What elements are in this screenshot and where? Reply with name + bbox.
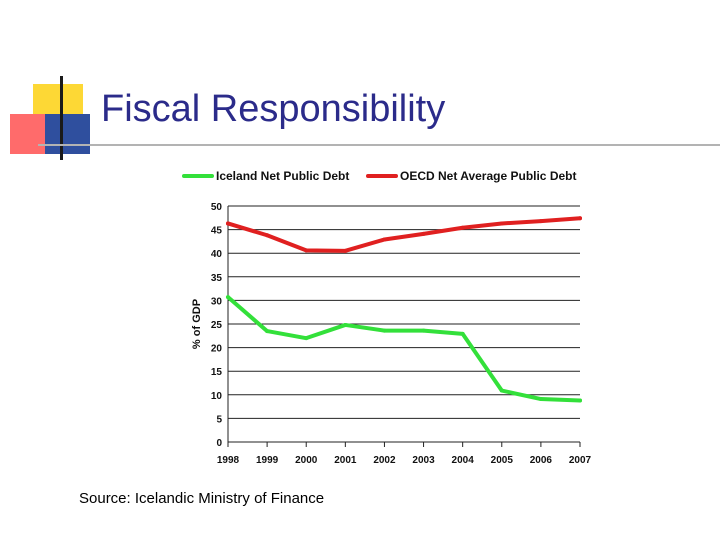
data-point	[578, 398, 582, 403]
data-point	[265, 233, 270, 238]
data-point	[499, 388, 504, 393]
y-tick-label: 15	[211, 367, 223, 378]
data-point	[304, 248, 309, 253]
data-point	[343, 248, 348, 253]
decor-blue-square	[45, 114, 90, 154]
x-tick-label: 2007	[569, 455, 592, 466]
y-axis-label: % of GDP	[191, 299, 203, 349]
x-tick-label: 1999	[256, 455, 279, 466]
x-tick-label: 2002	[373, 455, 396, 466]
data-point	[421, 328, 426, 333]
data-point	[265, 329, 270, 334]
x-tick-label: 2006	[530, 455, 553, 466]
x-tick-label: 2003	[412, 455, 435, 466]
slide-title: Fiscal Responsibility	[101, 88, 446, 130]
title-underline	[38, 144, 720, 146]
legend-label: OECD Net Average Public Debt	[400, 169, 576, 183]
data-point	[499, 221, 504, 226]
legend-label: Iceland Net Public Debt	[216, 169, 349, 183]
x-tick-label: 2000	[295, 455, 318, 466]
data-point	[343, 322, 348, 327]
decor-red-square	[10, 114, 50, 154]
y-tick-label: 25	[211, 320, 223, 331]
data-point	[460, 225, 465, 230]
data-point	[226, 295, 230, 300]
y-tick-label: 10	[211, 391, 223, 402]
y-tick-label: 30	[211, 296, 223, 307]
y-tick-label: 20	[211, 344, 223, 355]
decor-vertical-line	[60, 76, 63, 160]
data-point	[304, 336, 309, 341]
series-line-2	[226, 216, 582, 253]
x-tick-label: 2001	[334, 455, 357, 466]
data-point	[538, 219, 543, 224]
y-tick-label: 0	[216, 438, 222, 449]
chart-legend: Iceland Net Public Debt OECD Net Average …	[182, 169, 576, 183]
data-point	[382, 237, 387, 242]
x-tick-label: 2005	[491, 455, 514, 466]
data-point	[382, 328, 387, 333]
y-tick-label: 50	[211, 202, 223, 213]
y-tick-label: 5	[216, 414, 222, 425]
y-tick-label: 35	[211, 273, 223, 284]
data-point	[421, 231, 426, 236]
series-line-1	[226, 295, 582, 403]
data-point	[460, 331, 465, 336]
data-point	[578, 216, 582, 221]
data-point	[226, 221, 230, 226]
source-note: Source: Icelandic Ministry of Finance	[79, 490, 325, 507]
y-tick-label: 40	[211, 249, 223, 260]
y-tick-label: 45	[211, 226, 223, 237]
x-tick-label: 1998	[217, 455, 240, 466]
x-tick-label: 2004	[452, 455, 475, 466]
data-point	[538, 397, 543, 402]
